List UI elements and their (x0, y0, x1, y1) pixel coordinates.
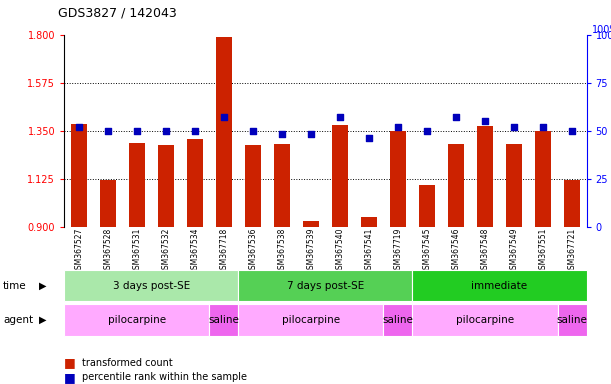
Text: 7 days post-SE: 7 days post-SE (287, 280, 364, 291)
Bar (71, 124, 87, 227)
Bar (564, 180, 580, 227)
Point (190, 127, 200, 134)
Point (74, 124, 84, 130)
Bar (419, 185, 435, 227)
Text: pilocarpine: pilocarpine (456, 315, 514, 325)
Bar (216, 37, 232, 227)
Bar (303, 221, 319, 227)
Point (306, 131, 316, 137)
Text: ▶: ▶ (38, 280, 46, 291)
Text: time: time (3, 280, 27, 291)
Bar (448, 144, 464, 227)
Bar (535, 131, 551, 227)
Point (335, 114, 345, 120)
Text: percentile rank within the sample: percentile rank within the sample (82, 372, 247, 382)
Text: saline: saline (208, 315, 240, 325)
Text: GDS3827 / 142043: GDS3827 / 142043 (58, 6, 177, 19)
Point (132, 127, 142, 134)
Bar (332, 125, 348, 227)
Text: agent: agent (3, 315, 33, 325)
Point (538, 124, 548, 130)
Bar (274, 144, 290, 227)
Text: immediate: immediate (472, 280, 527, 291)
Point (219, 114, 229, 120)
Text: ■: ■ (64, 356, 76, 369)
Text: pilocarpine: pilocarpine (282, 315, 340, 325)
Point (248, 127, 258, 134)
Point (277, 131, 287, 137)
Text: saline: saline (557, 315, 588, 325)
Point (161, 127, 170, 134)
Point (422, 127, 432, 134)
Point (567, 127, 577, 134)
Bar (361, 217, 377, 227)
Bar (100, 180, 115, 227)
Point (480, 118, 490, 124)
Point (393, 124, 403, 130)
Bar (477, 126, 493, 227)
Text: transformed count: transformed count (82, 358, 174, 368)
Text: ■: ■ (64, 371, 76, 384)
Bar (390, 131, 406, 227)
Bar (129, 143, 145, 227)
Bar (158, 146, 174, 227)
Point (451, 114, 461, 120)
Text: ▶: ▶ (38, 315, 46, 325)
Text: saline: saline (382, 315, 414, 325)
Bar (506, 144, 522, 227)
Point (103, 127, 112, 134)
Point (364, 135, 374, 141)
Bar (187, 139, 203, 227)
Point (509, 124, 519, 130)
Text: 100%: 100% (592, 25, 611, 35)
Text: pilocarpine: pilocarpine (108, 315, 166, 325)
Bar (245, 146, 261, 227)
Text: 3 days post-SE: 3 days post-SE (112, 280, 190, 291)
